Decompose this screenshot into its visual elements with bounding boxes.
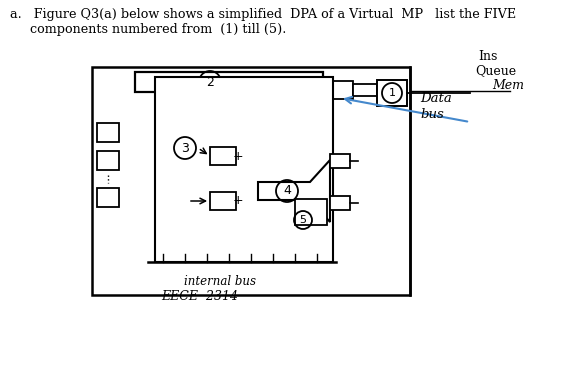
- Text: components numbered from  (1) till (5).: components numbered from (1) till (5).: [10, 23, 287, 36]
- Bar: [97, 123, 119, 142]
- Bar: [210, 192, 236, 210]
- Bar: [377, 80, 407, 106]
- Bar: [97, 188, 119, 207]
- Text: Ins: Ins: [478, 50, 498, 63]
- Bar: [330, 196, 350, 210]
- Text: 3: 3: [181, 142, 189, 154]
- Text: 1: 1: [389, 88, 396, 98]
- Text: a.   Figure Q3(a) below shows a simplified  DPA of a Virtual  MP   list the FIVE: a. Figure Q3(a) below shows a simplified…: [10, 8, 516, 21]
- Text: 4: 4: [283, 184, 291, 197]
- Text: +: +: [233, 195, 243, 207]
- Bar: [330, 154, 350, 168]
- Bar: [353, 84, 377, 96]
- Bar: [295, 199, 327, 225]
- Bar: [323, 81, 353, 99]
- Bar: [155, 77, 333, 262]
- Bar: [92, 67, 410, 295]
- Text: +: +: [233, 149, 243, 163]
- Text: 5: 5: [299, 215, 306, 225]
- Bar: [135, 72, 323, 92]
- Text: Mem: Mem: [492, 79, 524, 92]
- Text: bus: bus: [420, 108, 444, 121]
- Text: 2: 2: [206, 76, 214, 89]
- Bar: [210, 147, 236, 165]
- Text: internal bus: internal bus: [184, 275, 256, 288]
- Text: EECE  2314: EECE 2314: [162, 290, 239, 303]
- Text: Data: Data: [420, 92, 452, 105]
- Bar: [97, 151, 119, 170]
- Text: Queue: Queue: [475, 64, 516, 77]
